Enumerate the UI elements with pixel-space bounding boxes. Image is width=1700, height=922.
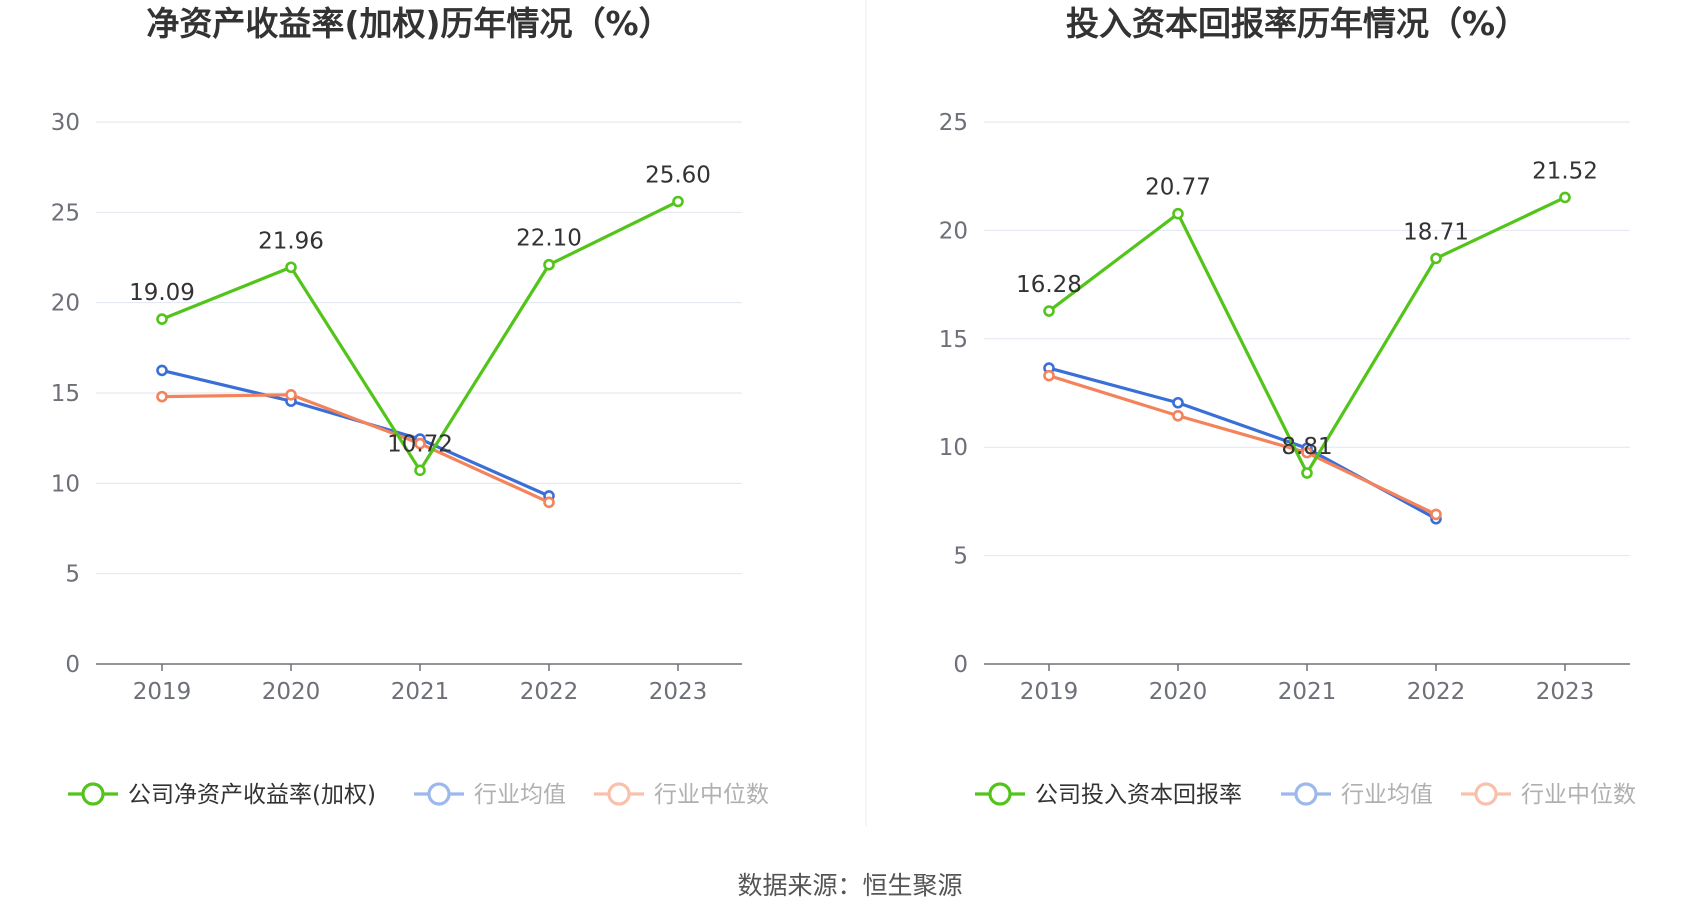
y-tick-label: 25 <box>51 200 80 226</box>
data-label: 25.60 <box>645 162 711 188</box>
legend-swatch-marker <box>1474 782 1498 806</box>
data-label: 18.71 <box>1403 219 1469 245</box>
legend-swatch-marker <box>81 782 105 806</box>
x-tick-label: 2020 <box>262 679 321 705</box>
chart-title: 投入资本回报率历年情况（%） <box>1066 4 1528 43</box>
data-label: 20.77 <box>1145 175 1211 201</box>
x-tick-label: 2022 <box>1407 679 1466 705</box>
data-point <box>285 389 297 401</box>
data-label: 16.28 <box>1016 272 1082 298</box>
chart-title: 净资产收益率(加权)历年情况（%） <box>146 4 671 43</box>
data-label: 8.81 <box>1281 434 1332 460</box>
data-label: 21.96 <box>258 228 324 254</box>
data-label: 22.10 <box>516 226 582 252</box>
series-line-1 <box>161 200 679 472</box>
data-point <box>285 261 297 274</box>
x-tick-label: 2021 <box>1278 679 1337 705</box>
data-point <box>672 195 684 208</box>
data-point <box>1559 191 1571 204</box>
chart-panel-1: 净资产收益率(加权)历年情况（%） 0 5 10 15 20 25 30 2019 2020 202… <box>51 4 769 808</box>
x-tick-label: 2019 <box>133 679 192 705</box>
y-tick-label: 5 <box>65 562 80 588</box>
chart-panel-2: 投入资本回报率历年情况（%） 0 5 10 15 20 25 2019 2020 2021 2022… <box>939 4 1636 808</box>
data-point <box>1043 305 1055 317</box>
legend-swatch-marker <box>607 782 631 806</box>
data-point <box>156 390 168 403</box>
y-tick-label: 5 <box>953 544 968 570</box>
x-tick-label: 2023 <box>1536 679 1595 705</box>
data-label: 10.72 <box>387 431 453 457</box>
y-tick-label: 15 <box>939 327 968 353</box>
data-point <box>1301 467 1313 479</box>
x-tick-label: 2021 <box>391 679 450 705</box>
y-tick-label: 25 <box>939 110 968 136</box>
legend-label: 行业中位数 <box>1521 782 1636 808</box>
data-point <box>1172 396 1184 409</box>
legend-label: 行业中位数 <box>654 782 769 808</box>
y-tick-label: 20 <box>51 291 80 317</box>
series-line-2 <box>1048 366 1437 521</box>
legend-swatch-marker <box>427 782 451 806</box>
legend-label: 行业均值 <box>1341 782 1433 808</box>
legend-label: 行业均值 <box>474 782 566 808</box>
data-point <box>543 258 555 271</box>
y-tick-label: 20 <box>939 218 968 244</box>
x-tick-label: 2019 <box>1020 679 1079 705</box>
y-tick-label: 10 <box>939 435 968 461</box>
y-tick-label: 30 <box>51 110 80 136</box>
y-tick-label: 0 <box>953 652 968 678</box>
data-label: 19.09 <box>129 280 195 306</box>
series-line-3 <box>161 393 550 504</box>
legend-label: 公司投入资本回报率 <box>1035 782 1242 808</box>
legend-swatch-marker <box>1294 782 1318 806</box>
data-point <box>156 364 168 377</box>
data-point <box>543 496 555 509</box>
source-note: 数据来源：恒生聚源 <box>737 871 962 900</box>
data-point <box>1430 252 1442 265</box>
data-label: 21.52 <box>1532 158 1598 184</box>
data-point <box>1301 446 1313 459</box>
y-tick-label: 15 <box>51 381 80 407</box>
data-point <box>1172 207 1184 220</box>
data-point <box>414 437 426 450</box>
legend-swatch-marker <box>988 782 1012 806</box>
series-line-1 <box>1048 195 1566 475</box>
data-point <box>1043 369 1055 382</box>
data-point <box>1172 409 1184 422</box>
y-tick-label: 0 <box>65 652 80 678</box>
series-line-3 <box>1048 374 1437 516</box>
data-point <box>156 313 168 325</box>
x-tick-label: 2023 <box>649 679 708 705</box>
y-tick-label: 10 <box>51 471 80 497</box>
data-point <box>1430 508 1442 521</box>
legend-label: 公司净资产收益率(加权) <box>128 782 376 808</box>
data-point <box>414 464 426 477</box>
x-tick-label: 2020 <box>1149 679 1208 705</box>
x-tick-label: 2022 <box>520 679 579 705</box>
